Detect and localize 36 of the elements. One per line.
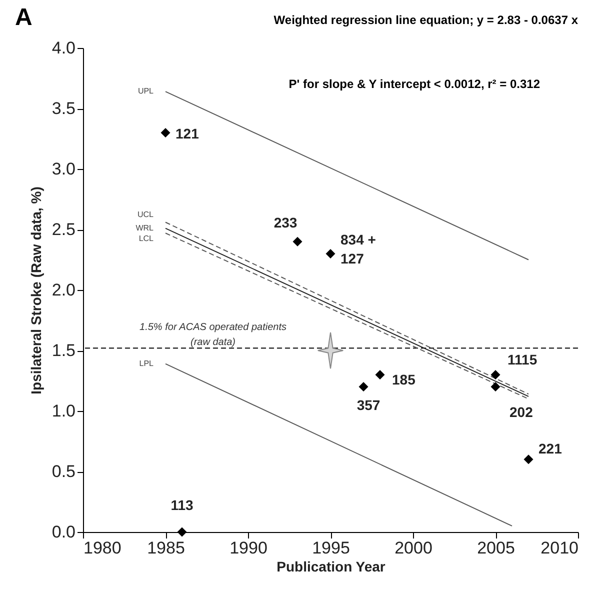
series-label: LPL [139,358,154,368]
text: A [15,4,32,31]
x-tick-label: 1985 [147,538,185,558]
series-label: UCL [137,210,154,220]
y-tick-label: 3.0 [52,160,76,178]
y-tick-label: 2.5 [52,220,76,239]
annotation: 357 [356,396,380,413]
annotation: 113 [170,497,194,513]
annotation: 121 [176,126,200,142]
y-axis-title: Ipsilateral Stroke (Raw data, %) [28,186,44,394]
x-tick-label: 2010 [540,538,578,558]
ref-line-label: 1.5% for ACAS operated patients (raw data) [140,322,286,348]
annotation: 233 [274,214,298,231]
y-tick-label: 0.5 [52,462,76,481]
text: Weighted regression line equation; y = 2.83 - 0.0637 x [274,13,578,27]
x-tick-label: 1990 [230,538,268,558]
y-tick-label: 4.0 [52,38,76,58]
x-tick-label: 2000 [394,538,432,558]
series-label: WRL [136,223,154,232]
annotation: P' for slope & Y intercept < 0.0012, r² = 0.312 [288,77,540,91]
x-tick-label: 1995 [312,538,350,558]
y-tick-label: 3.5 [52,99,76,118]
series-label: LCL [138,234,154,244]
y-tick-label: 1.0 [52,402,76,420]
annotation: 202 [510,404,534,420]
annotation: 185 [392,372,416,388]
y-tick-label: 2.0 [52,280,76,300]
x-axis-title: Publication Year [276,558,386,574]
y-tick-label: 0.0 [52,522,76,542]
annotation: 1115 [508,352,538,368]
annotation: 834 + 127 [340,232,376,267]
series-label: UPL [138,86,154,96]
annotation: 221 [538,440,562,456]
x-tick-label: 2005 [477,538,515,558]
x-tick-label: 1980 [84,538,122,558]
y-tick-label: 1.5 [52,341,76,360]
